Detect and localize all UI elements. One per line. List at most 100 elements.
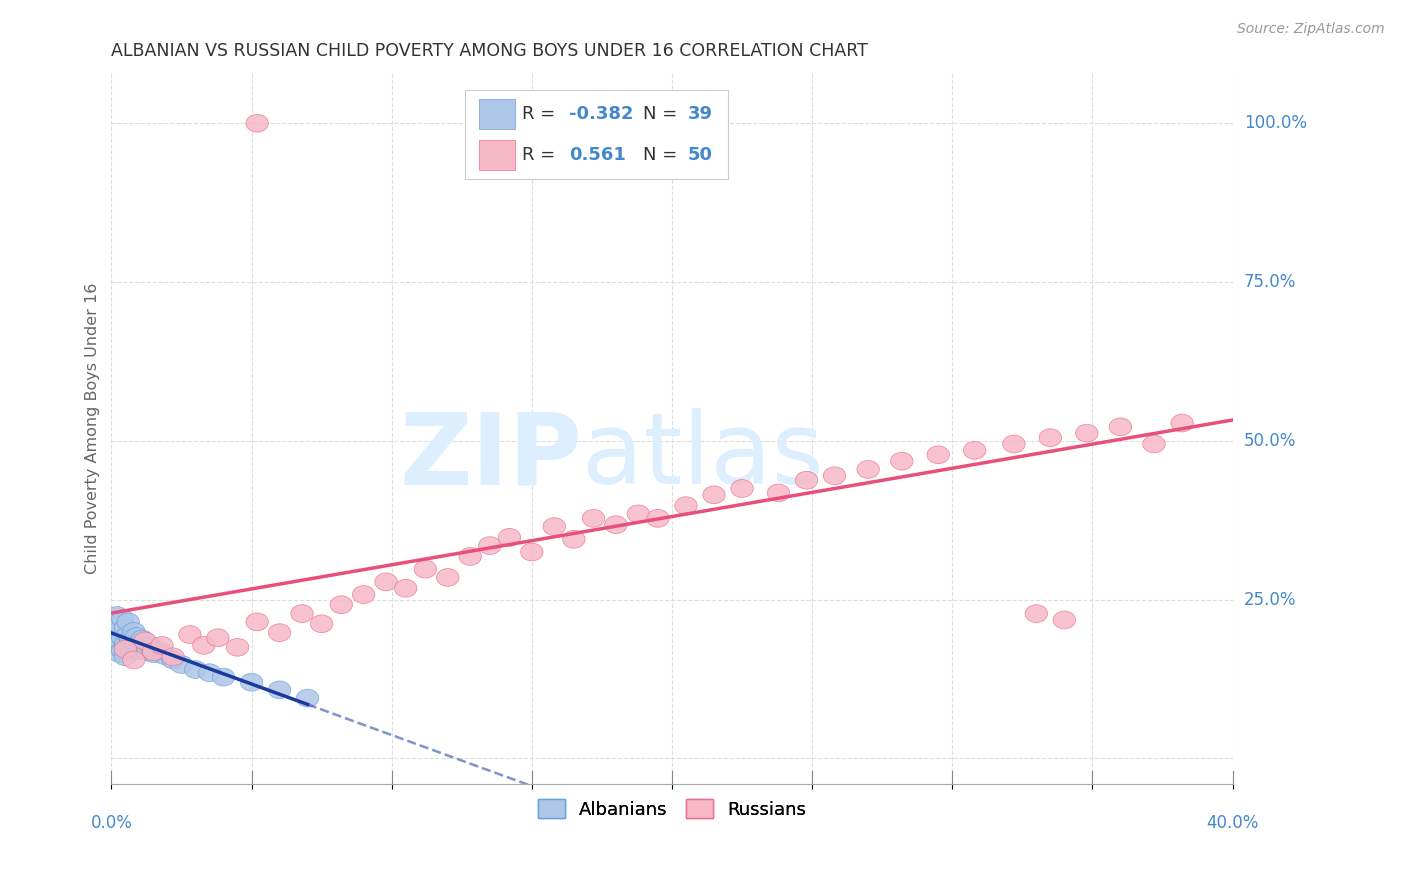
Ellipse shape	[562, 114, 585, 132]
Text: 50: 50	[688, 146, 713, 164]
Ellipse shape	[105, 639, 128, 657]
Text: 25.0%: 25.0%	[1244, 591, 1296, 608]
FancyBboxPatch shape	[464, 90, 728, 179]
Ellipse shape	[120, 630, 142, 648]
Ellipse shape	[1076, 425, 1098, 442]
Text: 75.0%: 75.0%	[1244, 273, 1296, 291]
Ellipse shape	[562, 531, 585, 549]
Ellipse shape	[543, 517, 565, 535]
Ellipse shape	[120, 640, 142, 658]
Ellipse shape	[297, 690, 319, 707]
Ellipse shape	[193, 637, 215, 654]
Ellipse shape	[122, 632, 145, 649]
Text: R =: R =	[522, 146, 561, 164]
Ellipse shape	[150, 637, 173, 654]
Text: ALBANIAN VS RUSSIAN CHILD POVERTY AMONG BOYS UNDER 16 CORRELATION CHART: ALBANIAN VS RUSSIAN CHILD POVERTY AMONG …	[111, 42, 869, 60]
Ellipse shape	[395, 579, 418, 597]
Text: 0.0%: 0.0%	[90, 814, 132, 832]
Ellipse shape	[436, 568, 458, 586]
Ellipse shape	[856, 460, 879, 478]
Ellipse shape	[796, 471, 818, 489]
Ellipse shape	[111, 629, 134, 647]
Ellipse shape	[890, 452, 912, 470]
Ellipse shape	[627, 505, 650, 523]
Ellipse shape	[184, 661, 207, 679]
Ellipse shape	[605, 516, 627, 533]
Ellipse shape	[375, 573, 398, 591]
Ellipse shape	[415, 560, 436, 578]
Ellipse shape	[114, 619, 136, 637]
Text: 0.561: 0.561	[569, 146, 626, 164]
Ellipse shape	[162, 651, 184, 669]
Text: 100.0%: 100.0%	[1244, 114, 1306, 132]
Ellipse shape	[240, 673, 263, 691]
Ellipse shape	[520, 543, 543, 561]
Ellipse shape	[927, 446, 949, 464]
Ellipse shape	[703, 486, 725, 504]
Ellipse shape	[114, 648, 136, 665]
Ellipse shape	[311, 615, 333, 632]
Ellipse shape	[142, 645, 165, 663]
Ellipse shape	[134, 632, 156, 649]
Ellipse shape	[269, 624, 291, 641]
Ellipse shape	[198, 664, 221, 681]
Text: 40.0%: 40.0%	[1206, 814, 1258, 832]
FancyBboxPatch shape	[479, 140, 515, 170]
Ellipse shape	[824, 467, 846, 484]
Ellipse shape	[1002, 435, 1025, 453]
Ellipse shape	[153, 647, 176, 665]
Ellipse shape	[108, 616, 131, 634]
Ellipse shape	[131, 630, 153, 648]
Ellipse shape	[142, 643, 165, 661]
Text: 39: 39	[688, 105, 713, 123]
Ellipse shape	[108, 632, 131, 649]
Legend: Albanians, Russians: Albanians, Russians	[530, 792, 814, 826]
Ellipse shape	[212, 668, 235, 686]
Text: R =: R =	[522, 105, 561, 123]
Ellipse shape	[117, 613, 139, 631]
Ellipse shape	[136, 643, 159, 661]
Ellipse shape	[246, 613, 269, 631]
Ellipse shape	[105, 607, 128, 624]
Ellipse shape	[353, 586, 375, 604]
Ellipse shape	[1143, 435, 1166, 453]
Text: -0.382: -0.382	[569, 105, 633, 123]
Ellipse shape	[117, 625, 139, 643]
Ellipse shape	[103, 613, 125, 631]
Ellipse shape	[128, 634, 150, 652]
Ellipse shape	[105, 623, 128, 640]
Ellipse shape	[731, 480, 754, 498]
Ellipse shape	[162, 648, 184, 665]
Ellipse shape	[108, 645, 131, 663]
Ellipse shape	[139, 637, 162, 654]
Ellipse shape	[498, 528, 520, 546]
FancyBboxPatch shape	[479, 99, 515, 129]
Ellipse shape	[675, 497, 697, 515]
Ellipse shape	[114, 640, 136, 658]
Ellipse shape	[246, 114, 269, 132]
Ellipse shape	[478, 537, 501, 555]
Ellipse shape	[1171, 414, 1194, 432]
Ellipse shape	[103, 625, 125, 643]
Ellipse shape	[134, 639, 156, 657]
Text: atlas: atlas	[582, 409, 824, 505]
Ellipse shape	[125, 628, 148, 646]
Y-axis label: Child Poverty Among Boys Under 16: Child Poverty Among Boys Under 16	[86, 283, 100, 574]
Ellipse shape	[963, 442, 986, 459]
Ellipse shape	[125, 637, 148, 654]
Ellipse shape	[458, 548, 481, 566]
Ellipse shape	[122, 623, 145, 640]
Text: Source: ZipAtlas.com: Source: ZipAtlas.com	[1237, 22, 1385, 37]
Ellipse shape	[1025, 605, 1047, 623]
Ellipse shape	[768, 484, 790, 502]
Ellipse shape	[179, 625, 201, 643]
Ellipse shape	[111, 610, 134, 628]
Ellipse shape	[128, 641, 150, 659]
Ellipse shape	[114, 635, 136, 653]
Ellipse shape	[269, 681, 291, 698]
Ellipse shape	[122, 651, 145, 669]
Text: N =: N =	[643, 105, 683, 123]
Ellipse shape	[207, 629, 229, 647]
Text: 50.0%: 50.0%	[1244, 432, 1296, 450]
Ellipse shape	[582, 509, 605, 527]
